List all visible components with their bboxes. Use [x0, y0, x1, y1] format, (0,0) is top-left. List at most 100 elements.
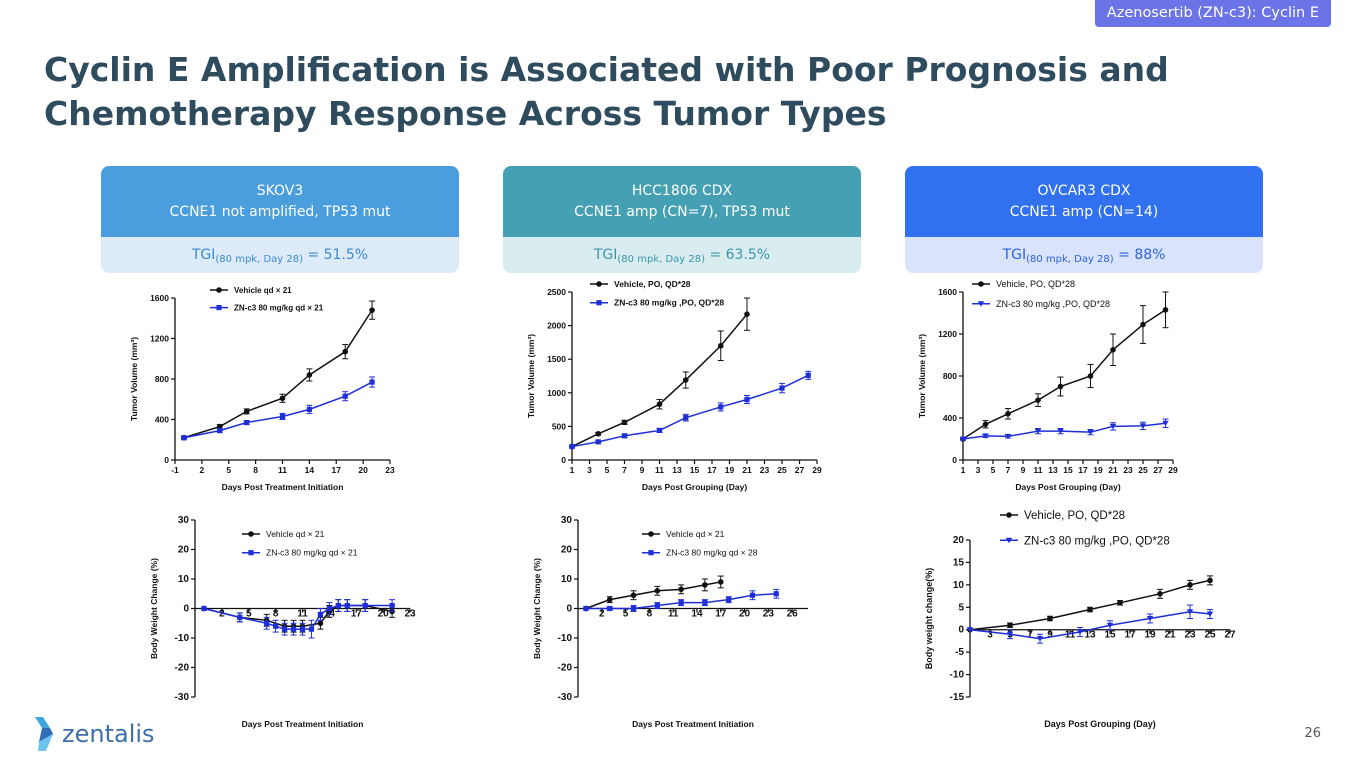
- data-point: [237, 614, 243, 620]
- tgi-label: TGI: [593, 247, 618, 263]
- data-point: [749, 592, 756, 598]
- y-axis-label: Body Weight Change (%): [532, 558, 542, 659]
- legend-label: ZN-c3 80 mg/kg qd × 28: [666, 548, 758, 558]
- x-tick-label: 27: [795, 465, 805, 475]
- data-point: [1207, 577, 1213, 584]
- data-point: [744, 311, 750, 317]
- model-description: CCNE1 amp (CN=14): [1009, 203, 1159, 220]
- y-tick-label: 0: [183, 604, 189, 615]
- data-point: [656, 427, 663, 434]
- x-tick-label: 13: [672, 465, 682, 475]
- y-tick-label: 1500: [547, 354, 566, 364]
- x-tick-label: 5: [605, 465, 610, 475]
- legend-label: Vehicle qd × 21: [666, 529, 725, 539]
- data-point: [1076, 629, 1084, 635]
- data-point: [369, 379, 375, 385]
- data-point: [344, 602, 350, 609]
- y-tick-label: 0: [952, 455, 957, 465]
- data-point: [1140, 321, 1146, 328]
- x-tick-label: 8: [253, 465, 258, 475]
- tgi-value: = 51.5%: [303, 247, 369, 263]
- data-point: [1036, 636, 1044, 642]
- tgi-value: = 88%: [1113, 247, 1166, 263]
- data-point: [342, 348, 349, 355]
- x-tick-label: 17: [707, 465, 717, 475]
- y-axis-label: Body Weight Change (%): [149, 558, 159, 659]
- data-point: [717, 579, 724, 585]
- y-tick-label: 1000: [547, 388, 566, 398]
- data-point: [1047, 615, 1053, 622]
- x-axis-label: Days Post Grouping (Day): [642, 482, 747, 492]
- x-tick-label: 7: [622, 465, 627, 475]
- zentalis-logo-icon: [35, 717, 53, 751]
- data-point: [308, 626, 315, 632]
- y-tick-label: 1600: [938, 287, 957, 297]
- legend-marker: [248, 531, 254, 537]
- legend-label: ZN-c3 80 mg/kg ,PO, QD*28: [996, 299, 1110, 309]
- data-point: [805, 372, 811, 378]
- data-point: [606, 596, 613, 603]
- data-point: [1057, 428, 1064, 435]
- y-axis-label: Tumor Volume (mm³): [917, 334, 927, 418]
- x-tick-label: 29: [1168, 465, 1178, 475]
- y-tick-label: 2000: [547, 321, 566, 331]
- data-point: [1087, 373, 1094, 379]
- x-tick-label: 15: [690, 465, 700, 475]
- data-point: [683, 415, 689, 421]
- data-point: [335, 602, 341, 609]
- y-tick-label: 1200: [150, 334, 169, 344]
- data-point: [1206, 611, 1214, 618]
- tgi-subscript: (80 mpk, Day 28): [617, 254, 705, 265]
- y-tick-label: -10: [950, 670, 965, 681]
- x-tick-label: 2: [200, 465, 205, 475]
- y-tick-label: 30: [561, 515, 573, 526]
- x-tick-label: 26: [787, 609, 799, 620]
- x-tick-label: 21: [742, 465, 752, 475]
- x-tick-label: 3: [976, 465, 981, 475]
- y-tick-label: 500: [552, 421, 566, 431]
- x-tick-label: 23: [1123, 465, 1133, 475]
- y-tick-label: 0: [164, 455, 169, 465]
- x-axis-label: Days Post Grouping (Day): [1044, 719, 1156, 729]
- skov3-body-weight-chart: -30-20-1001020302581114172023Days Post T…: [149, 515, 416, 729]
- page-number: 26: [1304, 726, 1321, 741]
- x-tick-label: 17: [715, 609, 727, 620]
- x-tick-label: 17: [1078, 465, 1088, 475]
- x-tick-label: 11: [668, 609, 679, 620]
- data-point: [389, 602, 395, 609]
- x-tick-label: 23: [763, 609, 775, 620]
- series-line: [183, 309, 373, 439]
- x-tick-label: 5: [226, 465, 231, 475]
- series-line: [962, 422, 1166, 440]
- model-card-skov3: SKOV3 CCNE1 not amplified, TP53 mut TGI(…: [101, 166, 459, 273]
- data-point: [718, 404, 724, 410]
- data-point: [682, 377, 689, 383]
- data-point: [1187, 582, 1193, 588]
- hcc1806-body-weight-chart: -30 -20 -10 0 10 20 30 2 5 8 11 14 17 20 23 26 Days Post…: [532, 515, 808, 729]
- y-axis-label: Tumor Volume (mm³): [129, 337, 139, 421]
- data-point: [299, 626, 306, 632]
- x-tick-label: 14: [691, 609, 703, 620]
- data-point: [654, 588, 661, 594]
- data-point: [702, 600, 708, 606]
- data-point: [982, 421, 989, 428]
- legend-label: Vehicle, PO, QD*28: [1024, 510, 1125, 522]
- legend-marker: [248, 550, 254, 556]
- legend-label: ZN-c3 80 mg/kg qd × 21: [266, 548, 358, 558]
- ovcar3-body-weight-chart: -15-10-5051015203579111315171921232527Da…: [924, 510, 1236, 729]
- data-point: [1034, 428, 1042, 435]
- card-header: SKOV3 CCNE1 not amplified, TP53 mut: [101, 166, 459, 237]
- legend-label: ZN-c3 80 mg/kg ,PO, QD*28: [614, 298, 724, 308]
- y-tick-label: 10: [561, 574, 573, 585]
- legend-label: Vehicle, PO, QD*28: [614, 279, 691, 289]
- y-tick-label: 10: [953, 580, 965, 591]
- legend-marker: [978, 281, 984, 287]
- x-tick-label: 2: [599, 609, 605, 620]
- y-tick-label: 20: [953, 535, 965, 546]
- legend-marker: [977, 301, 985, 307]
- data-point: [317, 611, 324, 617]
- data-point: [621, 419, 628, 426]
- x-tick-label: 25: [1204, 630, 1216, 641]
